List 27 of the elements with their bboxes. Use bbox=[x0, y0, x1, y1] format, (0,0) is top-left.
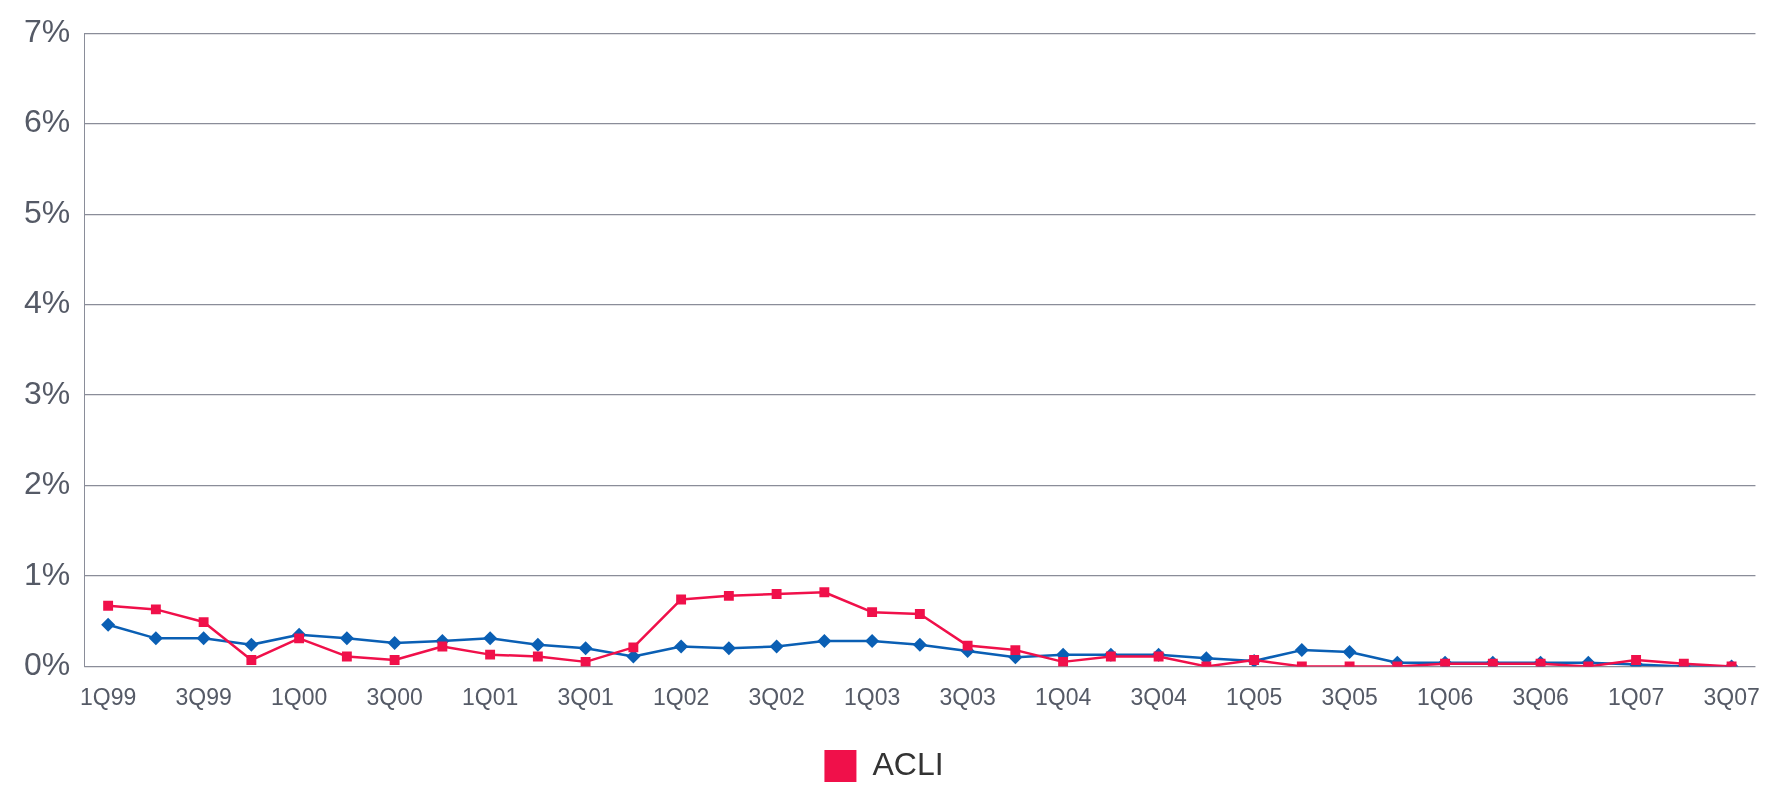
legend-label: ACLI bbox=[872, 745, 944, 782]
x-tick-label: 1Q02 bbox=[652, 683, 710, 710]
y-tick-label: 6% bbox=[24, 103, 71, 140]
x-tick-label: 1Q00 bbox=[270, 683, 328, 710]
x-tick-label: 3Q02 bbox=[748, 683, 805, 710]
x-tick-label: 1Q06 bbox=[1416, 683, 1474, 710]
x-tick-label: 3Q05 bbox=[1321, 683, 1378, 710]
y-tick-label: 1% bbox=[24, 555, 71, 592]
x-tick-label: 3Q03 bbox=[939, 683, 996, 710]
y-tick-label: 2% bbox=[24, 465, 71, 502]
x-tick-label: 3Q99 bbox=[175, 683, 232, 710]
x-tick-label: 1Q03 bbox=[843, 683, 901, 710]
y-tick-label: 0% bbox=[24, 646, 71, 683]
x-tick-label: 1Q05 bbox=[1225, 683, 1283, 710]
x-tick-label: 1Q99 bbox=[79, 683, 137, 710]
y-tick-label: 4% bbox=[24, 284, 71, 321]
x-tick-label: 3Q06 bbox=[1512, 683, 1569, 710]
x-tick-label: 3Q01 bbox=[557, 683, 614, 710]
y-tick-label: 3% bbox=[24, 374, 71, 411]
x-tick-label: 3Q00 bbox=[366, 683, 423, 710]
x-tick-label: 3Q04 bbox=[1130, 683, 1187, 710]
x-tick-label: 1Q01 bbox=[461, 683, 519, 710]
x-tick-label: 1Q04 bbox=[1034, 683, 1092, 710]
y-tick-label: 5% bbox=[24, 193, 71, 230]
x-tick-label: 1Q07 bbox=[1607, 683, 1665, 710]
y-tick-label: 7% bbox=[24, 13, 71, 50]
x-tick-label: 3Q07 bbox=[1703, 683, 1760, 710]
